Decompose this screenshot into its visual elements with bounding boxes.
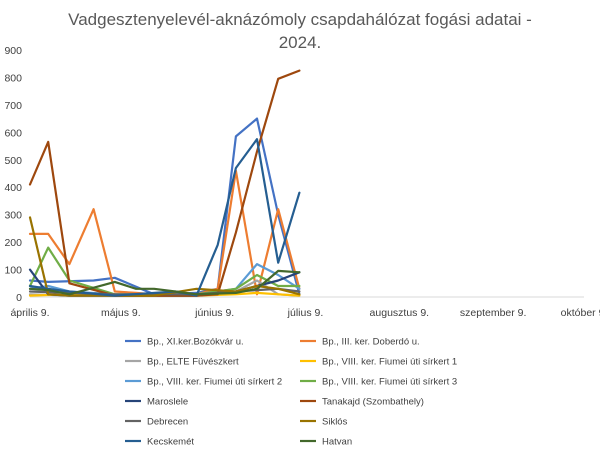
- legend-label: Bp., VIII. ker. Fiumei úti sírkert 3: [322, 377, 457, 388]
- series-line-12: [28, 269, 301, 296]
- legend-label: Hatvan: [322, 437, 352, 448]
- legend-label: Kecskemét: [147, 437, 194, 448]
- legend-label: Siklós: [322, 417, 348, 428]
- y-tick-label: 800: [4, 72, 22, 84]
- y-tick-label: 0: [16, 292, 22, 304]
- chart-title-line-1: Vadgesztenyelevél-aknázómoly csapdahálóz…: [68, 10, 532, 29]
- legend-label: Maroslele: [147, 397, 188, 408]
- x-tick-label: június 9.: [194, 307, 234, 319]
- x-tick-label: július 9.: [287, 307, 324, 319]
- y-tick-label: 100: [4, 265, 22, 277]
- x-tick-label: szeptember 9.: [460, 307, 527, 319]
- legend-label: Debrecen: [147, 417, 188, 428]
- y-tick-label: 300: [4, 210, 22, 222]
- series-line-11: [28, 138, 301, 297]
- y-tick-label: 700: [4, 100, 22, 112]
- y-tick-label: 900: [4, 45, 22, 57]
- legend-label: Tanakajd (Szombathely): [322, 397, 424, 408]
- legend-label: Bp., VIII. ker. Fiumei úti sírkert 1: [322, 357, 457, 368]
- legend-label: Bp., ELTE Füvészkert: [147, 357, 239, 368]
- y-tick-label: 600: [4, 127, 22, 139]
- y-tick-label: 500: [4, 155, 22, 167]
- x-tick-label: május 9.: [101, 307, 141, 319]
- legend-label: Bp., VIII. ker. Fiumei úti sírkert 2: [147, 377, 282, 388]
- x-tick-label: augusztus 9.: [370, 307, 430, 319]
- legend-label: Bp., III. ker. Doberdó u.: [322, 337, 420, 348]
- y-tick-label: 400: [4, 182, 22, 194]
- chart-title-line-2: 2024.: [278, 33, 322, 52]
- legend-label: Bp., XI.ker.Bozókvár u.: [147, 337, 244, 348]
- x-tick-label: április 9.: [10, 307, 49, 319]
- y-tick-label: 200: [4, 237, 22, 249]
- x-tick-label: október 9.: [561, 307, 600, 319]
